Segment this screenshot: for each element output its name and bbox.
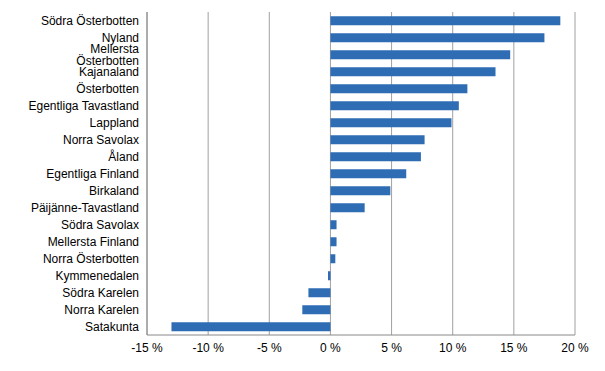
svg-text:Egentliga Finland: Egentliga Finland (46, 167, 139, 181)
svg-text:Mellersta Finland: Mellersta Finland (48, 235, 139, 249)
svg-text:Åland: Åland (108, 149, 139, 164)
svg-text:10 %: 10 % (439, 341, 467, 355)
svg-text:Päijänne-Tavastland: Päijänne-Tavastland (31, 201, 139, 215)
svg-text:-15 %: -15 % (131, 341, 163, 355)
html-text:Österbotten: Österbotten (76, 53, 139, 68)
svg-text:Satakunta: Satakunta (85, 320, 139, 334)
svg-text:Egentliga Tavastland: Egentliga Tavastland (28, 99, 139, 113)
svg-text:Norra Karelen: Norra Karelen (64, 303, 139, 317)
svg-text:Norra Savolax: Norra Savolax (63, 133, 139, 147)
svg-text:Södra Österbotten: Södra Österbotten (41, 14, 139, 28)
svg-text:5 %: 5 % (381, 341, 402, 355)
svg-text:Kymmenedalen: Kymmenedalen (56, 269, 139, 283)
svg-text:0 %: 0 % (320, 341, 341, 355)
svg-text:15 %: 15 % (500, 341, 528, 355)
svg-text:20 %: 20 % (561, 341, 589, 355)
svg-text:Nyland: Nyland (101, 30, 139, 45)
svg-text:-5 %: -5 % (257, 341, 282, 355)
svg-text:Södra Karelen: Södra Karelen (62, 286, 139, 300)
svg-text:Birkaland: Birkaland (89, 184, 139, 198)
svg-text:Kajanaland: Kajanaland (79, 65, 139, 79)
svg-text:Södra Savolax: Södra Savolax (61, 218, 139, 232)
svg-text:Lappland: Lappland (90, 116, 139, 130)
html-text:Mellersta: Mellersta (90, 41, 139, 56)
svg-text:-10 %: -10 % (192, 341, 224, 355)
svg-text:Norra Österbotten: Norra Österbotten (43, 252, 139, 266)
svg-text:Österbotten: Österbotten (76, 82, 139, 96)
